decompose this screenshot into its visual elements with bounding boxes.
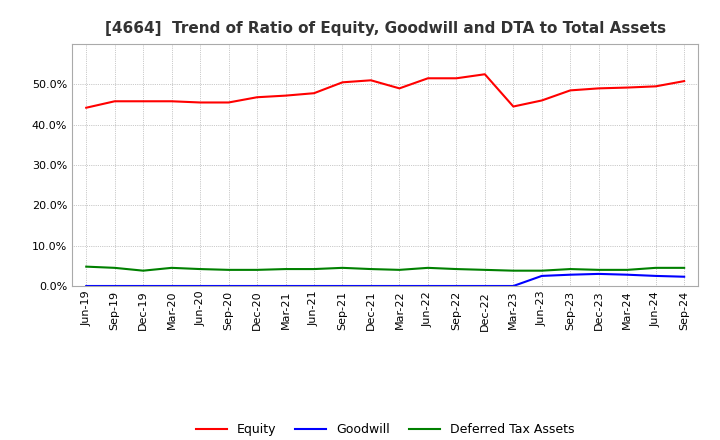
Equity — [652, 84, 660, 89]
Equity — [395, 86, 404, 91]
Goodwill — [167, 283, 176, 289]
Deferred Tax Assets — [395, 267, 404, 272]
Deferred Tax Assets — [110, 265, 119, 271]
Goodwill — [480, 283, 489, 289]
Goodwill — [196, 283, 204, 289]
Deferred Tax Assets — [338, 265, 347, 271]
Deferred Tax Assets — [282, 267, 290, 272]
Equity — [537, 98, 546, 103]
Goodwill — [82, 283, 91, 289]
Equity — [338, 80, 347, 85]
Deferred Tax Assets — [310, 267, 318, 272]
Equity — [282, 93, 290, 98]
Deferred Tax Assets — [196, 267, 204, 272]
Equity — [452, 76, 461, 81]
Goodwill — [253, 283, 261, 289]
Equity — [366, 77, 375, 83]
Deferred Tax Assets — [537, 268, 546, 273]
Equity — [310, 91, 318, 96]
Goodwill — [395, 283, 404, 289]
Goodwill — [566, 272, 575, 277]
Equity — [82, 105, 91, 110]
Title: [4664]  Trend of Ratio of Equity, Goodwill and DTA to Total Assets: [4664] Trend of Ratio of Equity, Goodwil… — [104, 21, 666, 36]
Deferred Tax Assets — [623, 267, 631, 272]
Equity — [423, 76, 432, 81]
Deferred Tax Assets — [82, 264, 91, 269]
Deferred Tax Assets — [253, 267, 261, 272]
Deferred Tax Assets — [652, 265, 660, 271]
Goodwill — [623, 272, 631, 277]
Equity — [225, 100, 233, 105]
Equity — [480, 72, 489, 77]
Deferred Tax Assets — [509, 268, 518, 273]
Goodwill — [452, 283, 461, 289]
Goodwill — [310, 283, 318, 289]
Line: Goodwill: Goodwill — [86, 274, 684, 286]
Deferred Tax Assets — [167, 265, 176, 271]
Goodwill — [652, 273, 660, 279]
Equity — [167, 99, 176, 104]
Goodwill — [537, 273, 546, 279]
Deferred Tax Assets — [452, 267, 461, 272]
Goodwill — [423, 283, 432, 289]
Deferred Tax Assets — [595, 267, 603, 272]
Equity — [139, 99, 148, 104]
Equity — [566, 88, 575, 93]
Line: Equity: Equity — [86, 74, 684, 108]
Goodwill — [282, 283, 290, 289]
Deferred Tax Assets — [366, 267, 375, 272]
Deferred Tax Assets — [139, 268, 148, 273]
Line: Deferred Tax Assets: Deferred Tax Assets — [86, 267, 684, 271]
Equity — [110, 99, 119, 104]
Equity — [253, 95, 261, 100]
Goodwill — [110, 283, 119, 289]
Goodwill — [680, 274, 688, 279]
Goodwill — [139, 283, 148, 289]
Deferred Tax Assets — [225, 267, 233, 272]
Deferred Tax Assets — [480, 267, 489, 272]
Equity — [509, 104, 518, 109]
Goodwill — [509, 283, 518, 289]
Equity — [680, 78, 688, 84]
Equity — [595, 86, 603, 91]
Deferred Tax Assets — [680, 265, 688, 271]
Legend: Equity, Goodwill, Deferred Tax Assets: Equity, Goodwill, Deferred Tax Assets — [191, 418, 580, 440]
Goodwill — [595, 271, 603, 277]
Goodwill — [366, 283, 375, 289]
Equity — [623, 85, 631, 90]
Deferred Tax Assets — [423, 265, 432, 271]
Goodwill — [338, 283, 347, 289]
Deferred Tax Assets — [566, 267, 575, 272]
Goodwill — [225, 283, 233, 289]
Equity — [196, 100, 204, 105]
